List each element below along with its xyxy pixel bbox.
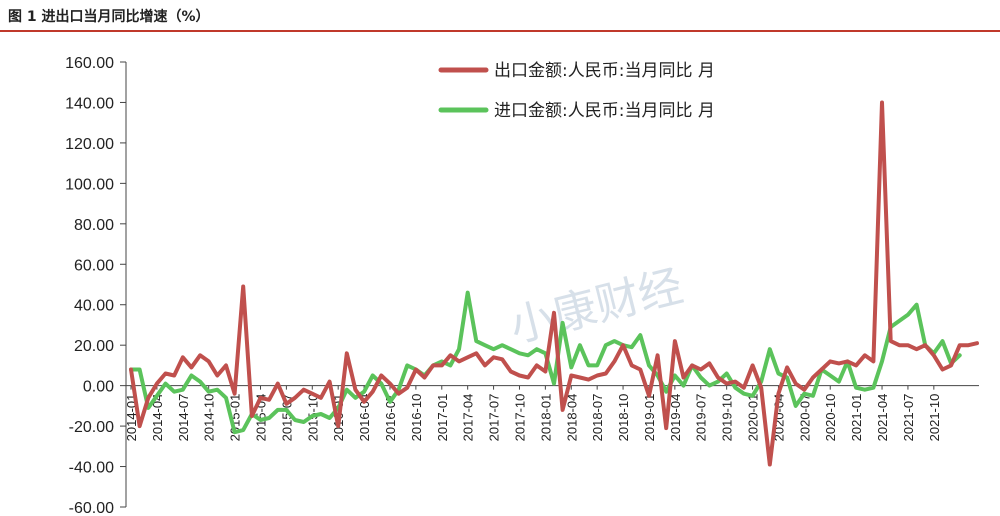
y-tick-label: -60.00 xyxy=(69,500,114,516)
x-tick-label: 2018-07 xyxy=(590,394,605,442)
y-tick-label: 100.00 xyxy=(65,176,114,193)
legend-import-label: 进口金额:人民币:当月同比 月 xyxy=(494,101,715,121)
legend-export-label: 出口金额:人民币:当月同比 月 xyxy=(494,61,715,81)
x-tick-label: 2021-04 xyxy=(875,394,890,442)
y-tick-label: 140.00 xyxy=(65,95,114,112)
x-tick-label: 2019-04 xyxy=(668,394,683,442)
x-tick-label: 2020-10 xyxy=(823,394,838,442)
y-tick-label: 20.00 xyxy=(74,338,114,355)
x-tick-label: 2021-10 xyxy=(927,394,942,442)
y-tick-label: -20.00 xyxy=(69,419,114,436)
x-tick-label: 2016-04 xyxy=(357,394,372,442)
x-tick-label: 2020-07 xyxy=(797,394,812,442)
x-tick-label: 2021-07 xyxy=(901,394,916,442)
figure-title: 图 1 进出口当月同比增速（%） xyxy=(8,9,210,25)
x-tick-label: 2021-01 xyxy=(849,394,864,442)
x-tick-label: 2017-10 xyxy=(512,394,527,442)
y-tick-label: 40.00 xyxy=(74,298,114,315)
x-tick-label: 2018-01 xyxy=(538,394,553,442)
x-tick-label: 2018-04 xyxy=(564,394,579,442)
x-tick-label: 2014-07 xyxy=(176,394,191,442)
title-rule xyxy=(0,30,1000,32)
x-tick-label: 2019-01 xyxy=(642,394,657,442)
y-tick-label: 80.00 xyxy=(74,217,114,234)
x-tick-label: 2019-10 xyxy=(720,394,735,442)
y-tick-label: 160.00 xyxy=(65,55,114,72)
y-tick-label: 60.00 xyxy=(74,257,114,274)
y-tick-label: -40.00 xyxy=(69,460,114,477)
x-tick-label: 2015-07 xyxy=(279,394,294,442)
x-tick-label: 2018-10 xyxy=(616,394,631,442)
x-tick-label: 2020-01 xyxy=(746,394,761,442)
x-tick-label: 2019-07 xyxy=(694,394,709,442)
watermark-text: 小康财经 xyxy=(505,261,688,353)
x-tick-label: 2016-10 xyxy=(409,394,424,442)
y-tick-label: 120.00 xyxy=(65,136,114,153)
x-tick-label: 2017-07 xyxy=(487,394,502,442)
x-tick-label: 2016-07 xyxy=(383,394,398,442)
export-series-line xyxy=(129,100,979,467)
x-tick-label: 2014-04 xyxy=(150,394,165,442)
y-tick-label: 0.00 xyxy=(83,379,114,396)
x-tick-label: 2017-04 xyxy=(461,394,476,442)
x-tick-label: 2014-10 xyxy=(202,394,217,442)
x-tick-label: 2017-01 xyxy=(435,394,450,442)
